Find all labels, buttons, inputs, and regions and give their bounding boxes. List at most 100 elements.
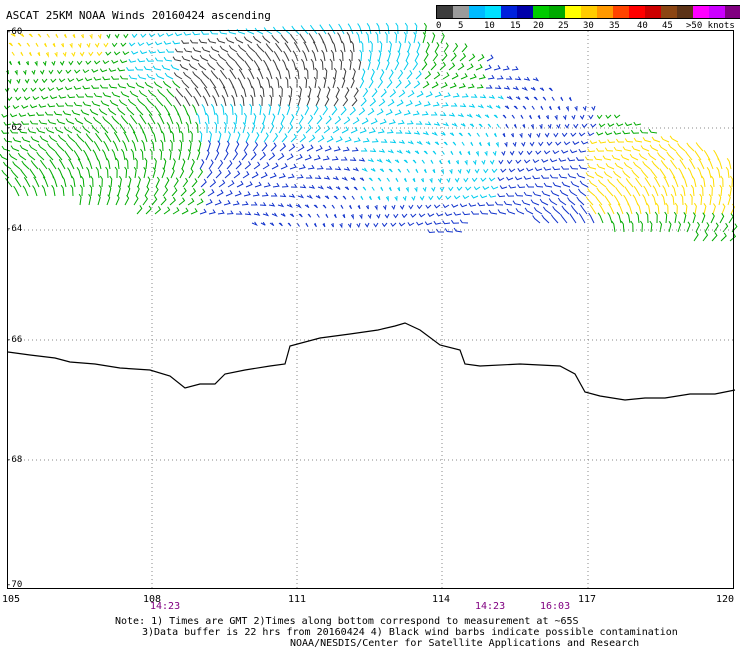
wind-barb: [365, 31, 370, 44]
wind-barb: [443, 92, 451, 98]
wind-barb: [236, 131, 241, 143]
lat-label: -60: [6, 27, 23, 37]
wind-barb: [342, 146, 350, 152]
wind-barb: [535, 150, 542, 155]
wind-barb: [129, 114, 138, 125]
wind-barb: [316, 165, 324, 170]
wind-barb: [263, 59, 270, 71]
wind-barb: [151, 196, 158, 206]
wind-barb: [491, 168, 498, 174]
wind-barb: [144, 157, 148, 170]
wind-barb: [147, 122, 154, 134]
wind-barb: [692, 212, 696, 224]
wind-barb: [368, 177, 373, 182]
wind-barb: [163, 206, 171, 215]
wind-barb: [443, 42, 449, 53]
wind-barb: [247, 44, 256, 53]
wind-barb: [219, 45, 229, 53]
wind-barb: [8, 42, 13, 47]
wind-barb: [623, 162, 633, 170]
wind-barb: [390, 222, 397, 227]
wind-barb: [199, 130, 203, 143]
wind-barb: [249, 103, 253, 116]
wind-barb: [695, 142, 704, 152]
wind-barb: [356, 222, 361, 229]
wind-barb: [349, 157, 357, 161]
wind-barb: [277, 152, 285, 161]
wind-barb: [573, 123, 579, 129]
wind-barb: [477, 202, 486, 207]
legend-swatch: [469, 6, 485, 18]
wind-barb: [111, 91, 121, 98]
wind-barb: [46, 33, 50, 38]
wind-barb: [508, 168, 516, 173]
wind-barb: [96, 51, 103, 57]
wind-barb: [67, 134, 76, 143]
wind-barb: [333, 67, 337, 80]
wind-barb: [183, 31, 192, 36]
wind-barb: [68, 60, 74, 66]
wind-barb: [209, 30, 219, 35]
wind-barb: [526, 167, 534, 172]
wind-barb: [468, 202, 477, 207]
wind-barb: [360, 40, 364, 53]
wind-barb: [697, 167, 703, 179]
wind-barb: [158, 113, 165, 125]
wind-barb: [379, 69, 385, 80]
wind-barb: [395, 177, 399, 182]
legend-swatch: [709, 6, 725, 18]
wind-barb: [45, 51, 49, 58]
wind-barb: [422, 186, 427, 193]
wind-barb: [385, 22, 390, 35]
wind-barb: [236, 28, 246, 35]
wind-barb: [453, 195, 461, 200]
wind-barb: [148, 33, 156, 38]
wind-barb: [631, 169, 640, 179]
wind-barb: [53, 111, 63, 116]
wind-barb: [83, 149, 90, 161]
wind-barb: [223, 200, 231, 206]
wind-barb: [570, 181, 580, 188]
wind-barb: [314, 67, 318, 80]
wind-barb: [413, 80, 421, 89]
wind-barb: [350, 176, 356, 181]
wind-barb: [204, 121, 208, 134]
wind-barb: [109, 123, 118, 134]
wind-barb: [373, 222, 379, 228]
wind-barb: [45, 127, 55, 134]
wind-barb: [25, 60, 29, 66]
wind-barb: [244, 211, 252, 216]
wind-barb: [140, 148, 144, 161]
wind-barb: [452, 92, 460, 98]
wind-barb: [514, 192, 524, 197]
wind-barb: [500, 168, 507, 173]
wind-barb: [578, 164, 588, 170]
wind-barb: [406, 70, 413, 80]
wind-barb: [622, 170, 631, 179]
wind-barb: [157, 122, 163, 134]
wind-barb: [485, 132, 489, 137]
wind-barb: [504, 141, 508, 148]
wind-barb: [174, 32, 183, 37]
wind-barb: [200, 30, 210, 35]
wind-barb: [395, 79, 402, 89]
wind-barb: [95, 132, 103, 143]
wind-barb: [414, 22, 418, 35]
wind-barb: [195, 121, 199, 134]
wind-barb: [331, 156, 339, 161]
wind-barb: [2, 161, 12, 170]
wind-barb: [378, 148, 386, 153]
wind-barb: [261, 142, 268, 152]
wind-barb: [611, 154, 621, 161]
wind-barb: [624, 186, 632, 197]
wind-barb: [23, 177, 31, 188]
wind-barb: [304, 76, 308, 89]
wind-barb: [182, 71, 192, 80]
wind-barb: [560, 96, 564, 101]
wind-barb: [385, 109, 393, 116]
wind-barb: [631, 145, 641, 152]
wind-barb: [51, 184, 56, 197]
wind-barb: [369, 40, 373, 53]
wind-barb: [376, 158, 383, 163]
wind-barb: [678, 167, 685, 179]
